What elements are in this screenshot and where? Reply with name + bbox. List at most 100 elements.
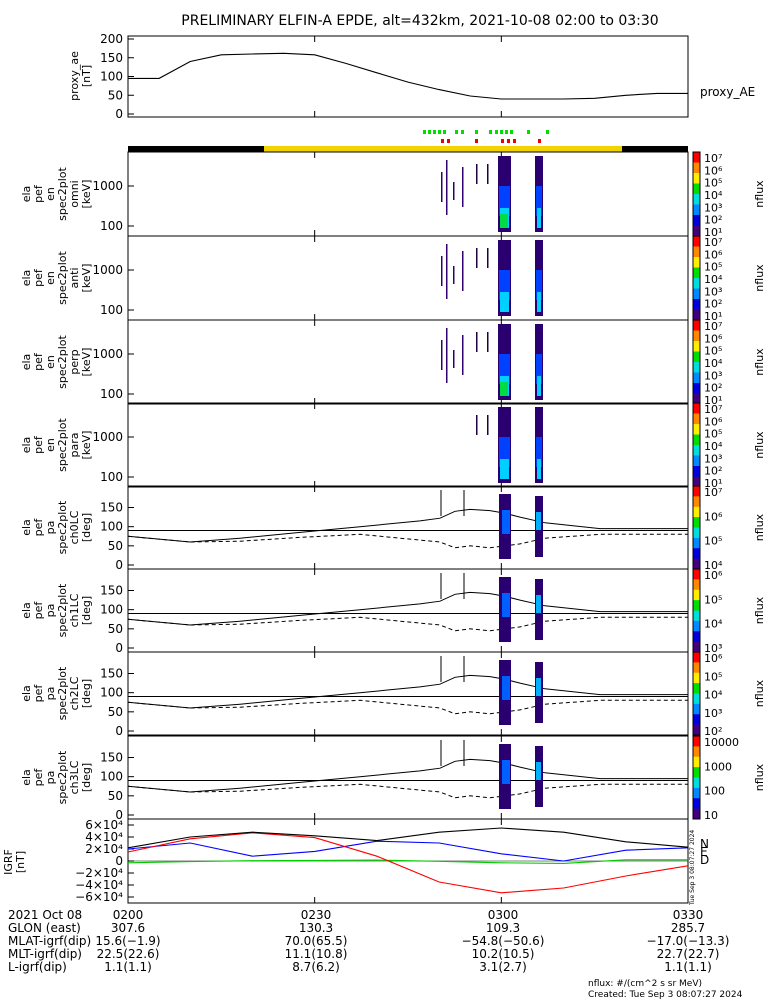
science-zone-marker <box>505 130 508 134</box>
y-axis-label-line: para <box>68 433 81 458</box>
y-tick-label: 100 <box>100 219 123 233</box>
y-axis-label: ela pef en spec2plot para [keV] <box>20 418 93 472</box>
y-axis-label-line: pef <box>32 768 45 787</box>
footer-row-value: 0200 <box>113 908 144 922</box>
loss-cone-line <box>127 758 688 793</box>
colorbar-tick-label: 10⁴ <box>704 440 723 453</box>
spectrogram-column <box>499 270 510 300</box>
y-axis-label-line: [keV] <box>80 431 93 460</box>
colorbar-segment <box>693 714 700 726</box>
y-axis-label-line: en <box>44 271 57 285</box>
colorbar-tick-label: 10⁷ <box>704 236 722 249</box>
y-axis-label-line: pa <box>44 604 57 618</box>
y-axis-label-line: [nT] <box>14 851 27 873</box>
colorbar-segment <box>693 372 700 384</box>
y-axis-label-line: [keV] <box>80 180 93 209</box>
footer-row-value: 11.1(10.8) <box>285 947 348 961</box>
igrf-legend-n: N <box>700 837 709 851</box>
y-axis-label-line: IGRF <box>2 849 15 875</box>
footer-row-value: −17.0(−13.3) <box>647 934 730 948</box>
spectrogram-streak <box>441 256 443 286</box>
orbit-footer: 2021 Oct 08 0200 0230 0300 0330 GLON (east) 30… <box>8 908 743 1000</box>
y-tick-label: −2×10⁴ <box>75 866 123 880</box>
pitch-angle-column <box>502 676 510 700</box>
y-axis-label-line: pef <box>32 352 45 371</box>
igrf-n-line <box>127 840 689 862</box>
science-zone-marker <box>475 139 478 143</box>
y-tick-label: 50 <box>108 705 123 719</box>
y-axis-label-line: ela <box>20 602 33 619</box>
y-axis-label-line: spec2plot <box>56 750 69 804</box>
colorbar-tick-label: 10⁷ <box>704 320 722 333</box>
colorbar-tick-label: 10⁷ <box>704 403 722 416</box>
colorbar-segment <box>693 537 700 549</box>
y-axis-label-line: en <box>44 187 57 201</box>
footer-row-value: 109.3 <box>486 921 520 935</box>
y-axis-label-line: anti <box>68 267 81 288</box>
colorbar-tick-label: 10³ <box>704 642 722 655</box>
colorbar-segment <box>693 589 700 601</box>
y-tick-label: 50 <box>108 88 123 102</box>
colorbar-label: nflux <box>753 596 766 624</box>
footer-row-value: 3.1(2.7) <box>479 960 527 974</box>
y-tick-label: −4×10⁴ <box>75 878 123 892</box>
proxy-ae-panel: 200 150 100 50 0 proxy_ae [nT] proxy_AE <box>68 32 755 121</box>
y-axis-label-line: spec2plot <box>56 251 69 305</box>
y-tick-label: 100 <box>100 470 123 484</box>
colorbar-segment <box>693 215 700 226</box>
y-axis-label: proxy_ae [nT] <box>68 51 93 101</box>
y-axis-label-line: pef <box>32 684 45 703</box>
day-night-bar <box>128 130 688 152</box>
colorbar-segment <box>693 403 700 414</box>
colorbar-segment <box>693 183 700 195</box>
colorbar-segment <box>693 434 700 446</box>
y-tick-label: 100 <box>100 520 123 534</box>
spectrogram-streak <box>446 244 448 299</box>
science-zone-marker <box>428 130 431 134</box>
colorbar-segment <box>693 631 700 643</box>
colorbar-tick-label: 10⁵ <box>704 535 722 548</box>
science-zone-marker <box>423 130 426 134</box>
science-zone-marker <box>443 130 446 134</box>
colorbar-segment <box>693 267 700 279</box>
loss-cone-line <box>127 508 688 543</box>
colorbar-segment <box>693 683 700 694</box>
y-axis-label-line: ch3LC <box>68 760 81 794</box>
science-zone-marker <box>489 130 492 134</box>
y-axis-label-line: perp <box>68 349 81 374</box>
colorbar-tick-label: 10¹ <box>704 226 722 239</box>
colorbar-segment <box>693 558 700 570</box>
spectrogram-streak <box>487 415 489 435</box>
y-tick-label: 150 <box>100 51 123 65</box>
y-tick-label: 200 <box>100 32 123 46</box>
y-axis-label: ela pef pa spec2plot ch2LC [deg] <box>20 666 93 720</box>
spectrogram-column <box>500 459 509 479</box>
day-segment <box>264 146 622 152</box>
anti-loss-cone-line <box>127 533 688 549</box>
spectrogram-streak <box>476 248 478 268</box>
y-axis-label-line: ela <box>20 685 33 702</box>
colorbar-tick-label: 100 <box>704 785 725 798</box>
y-axis-label-line: pef <box>32 184 45 203</box>
colorbar-tick-label: 10⁵ <box>704 261 722 274</box>
colorbar-tick-label: 10³ <box>704 201 722 214</box>
y-axis-label-line: pa <box>44 771 57 785</box>
science-zone-marker <box>433 130 436 134</box>
footer-row-value: −54.8(−50.6) <box>462 934 545 948</box>
footer-row-value: 10.2(10.5) <box>472 947 535 961</box>
y-axis-label-line: ela <box>20 270 33 287</box>
y-axis-label-line: [nT] <box>80 65 93 87</box>
colorbar-tick-label: 10³ <box>704 285 722 298</box>
y-tick-label: 150 <box>100 667 123 681</box>
proxy-ae-line <box>128 52 688 100</box>
y-axis-label-line: ela <box>20 519 33 536</box>
science-zone-marker <box>527 130 530 134</box>
pitch-angle-column <box>502 760 510 784</box>
colorbar-tick-label: 10³ <box>704 707 722 720</box>
colorbar-segment <box>693 486 700 497</box>
colorbar-segment <box>693 173 700 184</box>
